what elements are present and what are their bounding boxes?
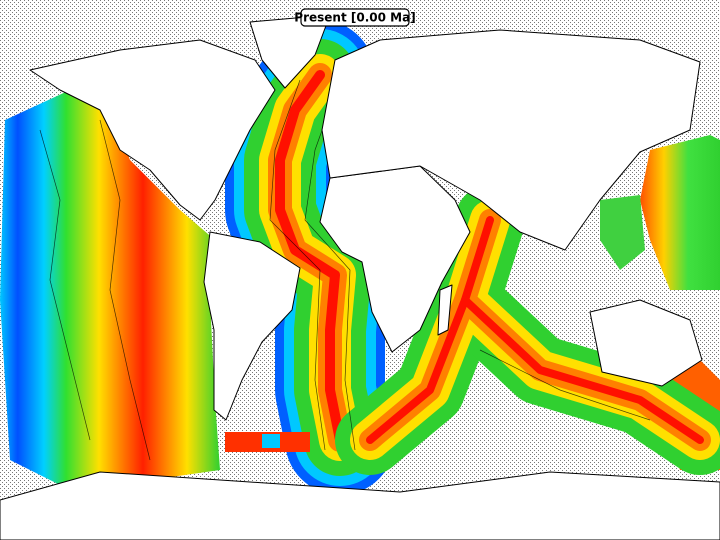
seafloor-patch [262,434,280,448]
australia [589,299,703,387]
indian-seafloor [335,185,720,475]
label-box [300,8,410,27]
time-label: Present [0.00 Ma] [294,11,415,25]
north-america [29,39,276,221]
madagascar [437,284,453,336]
west-pacific-seafloor [640,135,720,290]
africa [319,165,471,353]
eurasia [321,29,701,251]
seafloor-patch [600,195,645,270]
continents [0,14,720,540]
isochrons [39,79,651,461]
antarctica [0,471,720,540]
south-america [203,231,301,421]
atlantic-seafloor [225,20,395,495]
